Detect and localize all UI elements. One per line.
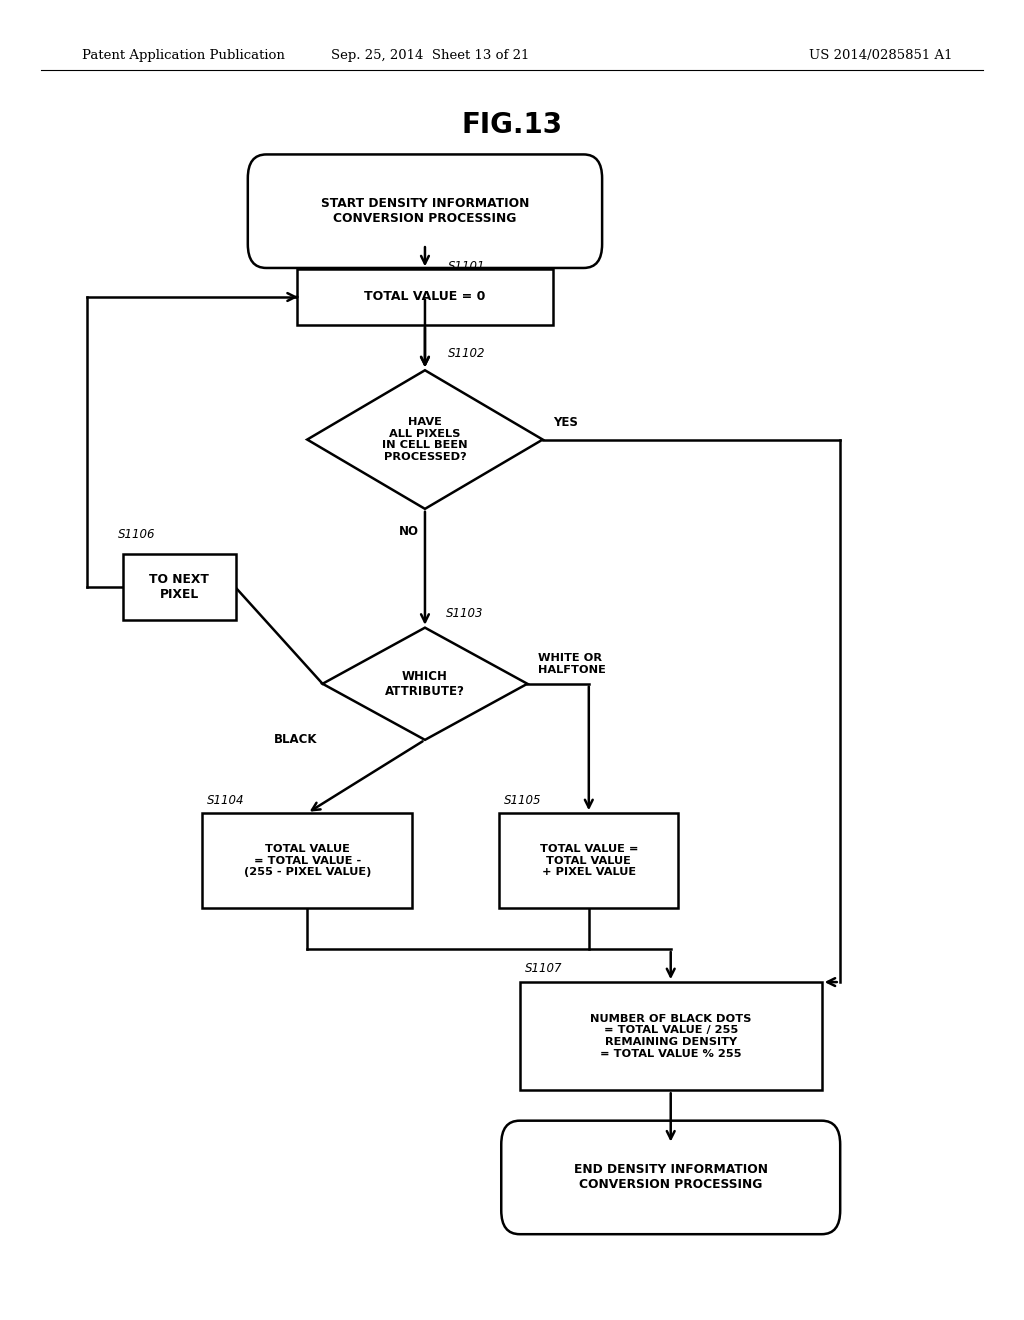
Text: BLACK: BLACK: [274, 734, 317, 746]
Text: WHICH
ATTRIBUTE?: WHICH ATTRIBUTE?: [385, 669, 465, 698]
Text: Sep. 25, 2014  Sheet 13 of 21: Sep. 25, 2014 Sheet 13 of 21: [331, 49, 529, 62]
Polygon shape: [323, 628, 527, 739]
Text: YES: YES: [553, 416, 578, 429]
Text: S1103: S1103: [445, 607, 483, 620]
Text: TO NEXT
PIXEL: TO NEXT PIXEL: [150, 573, 209, 602]
Text: TOTAL VALUE = 0: TOTAL VALUE = 0: [365, 290, 485, 304]
Bar: [520, 982, 821, 1090]
Text: TOTAL VALUE
= TOTAL VALUE -
(255 - PIXEL VALUE): TOTAL VALUE = TOTAL VALUE - (255 - PIXEL…: [244, 843, 371, 878]
Text: HAVE
ALL PIXELS
IN CELL BEEN
PROCESSED?: HAVE ALL PIXELS IN CELL BEEN PROCESSED?: [382, 417, 468, 462]
Text: S1107: S1107: [525, 962, 562, 975]
Polygon shape: [307, 370, 543, 508]
Bar: [499, 813, 678, 908]
Text: NUMBER OF BLACK DOTS
= TOTAL VALUE / 255
REMAINING DENSITY
= TOTAL VALUE % 255: NUMBER OF BLACK DOTS = TOTAL VALUE / 255…: [590, 1014, 752, 1059]
Text: S1106: S1106: [118, 528, 156, 541]
Text: WHITE OR
HALFTONE: WHITE OR HALFTONE: [538, 653, 605, 675]
Text: END DENSITY INFORMATION
CONVERSION PROCESSING: END DENSITY INFORMATION CONVERSION PROCE…: [573, 1163, 768, 1192]
Text: US 2014/0285851 A1: US 2014/0285851 A1: [809, 49, 952, 62]
Text: START DENSITY INFORMATION
CONVERSION PROCESSING: START DENSITY INFORMATION CONVERSION PRO…: [321, 197, 529, 226]
Text: S1102: S1102: [447, 347, 485, 359]
Text: S1105: S1105: [504, 793, 542, 807]
Text: FIG.13: FIG.13: [462, 111, 562, 140]
Bar: [123, 554, 236, 620]
Text: S1104: S1104: [207, 793, 245, 807]
Bar: [297, 269, 553, 325]
Bar: [203, 813, 412, 908]
FancyBboxPatch shape: [248, 154, 602, 268]
Text: Patent Application Publication: Patent Application Publication: [82, 49, 285, 62]
Text: TOTAL VALUE =
TOTAL VALUE
+ PIXEL VALUE: TOTAL VALUE = TOTAL VALUE + PIXEL VALUE: [540, 843, 638, 878]
Text: NO: NO: [399, 524, 420, 537]
Text: S1101: S1101: [447, 260, 485, 273]
FancyBboxPatch shape: [502, 1121, 840, 1234]
